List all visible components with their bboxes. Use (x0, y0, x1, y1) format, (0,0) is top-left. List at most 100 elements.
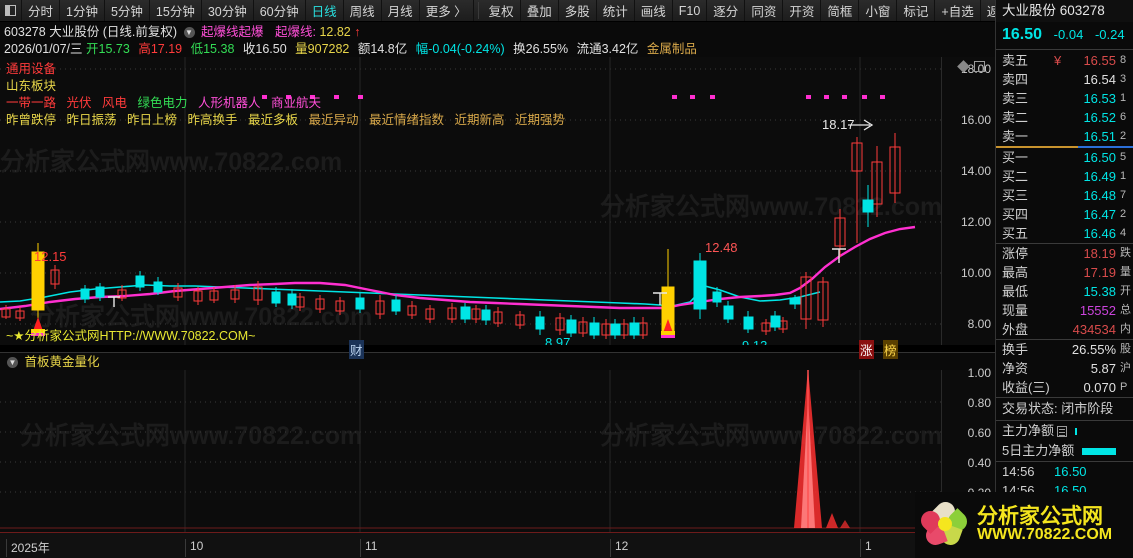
sidebar-last-price: 16.50 (1002, 26, 1043, 43)
ask-price-4: 16.54 (1083, 72, 1116, 87)
quote-sidebar[interactable]: 大业股份 603278 16.50 -0.04 -0.24 卖五 ¥ 16.55… (995, 0, 1133, 558)
industry-label[interactable]: 金属制品 (646, 42, 697, 56)
ask-price-5: 16.55 (1083, 53, 1116, 68)
tag-zuorishangbang[interactable]: 昨日上榜 (127, 113, 178, 127)
chevron-down-icon[interactable]: ▼ (183, 27, 195, 39)
chart-gridlines (0, 68, 941, 325)
ask-row-5[interactable]: 卖五 ¥ 16.55 8 (996, 51, 1133, 70)
tag-lvsedianli[interactable]: 绿色电力 (137, 96, 188, 110)
stat-value-eps: 0.070 (1083, 380, 1116, 395)
tag-line-2: 山东板块 (6, 78, 572, 95)
menu-xiaochuang[interactable]: 小窗 (859, 0, 898, 21)
tag-fengdian[interactable]: 风电 (102, 96, 128, 110)
corner-label-zhang[interactable]: 涨 (859, 340, 874, 359)
period-1min[interactable]: 1分钟 (60, 0, 105, 21)
main-chart-panel[interactable]: 分析家公式网www.70822.com 分析家公式网www.70822.com … (0, 57, 995, 345)
indicator-name[interactable]: 起爆线起爆 (200, 25, 264, 39)
period-weekly[interactable]: 周线 (344, 0, 382, 21)
list-icon[interactable] (1057, 425, 1068, 437)
sidebar-stock-code: 603278 (1059, 3, 1105, 18)
ytick-12: 12.00 (960, 215, 991, 229)
period-5min[interactable]: 5分钟 (105, 0, 150, 21)
tag-tongyongshebei[interactable]: 通用设备 (6, 62, 57, 76)
bid-vol-3: 7 (1120, 189, 1127, 201)
diamond-icon[interactable] (957, 60, 970, 73)
sub-chevron-down-icon[interactable]: ▼ (7, 357, 18, 369)
tag-zuijinduoban[interactable]: 最近多板 (248, 113, 299, 127)
price-axis: 18.00 16.00 14.00 12.00 10.00 8.00 (941, 57, 995, 345)
bid-price-2: 16.49 (1083, 169, 1116, 184)
bid-label-1: 买一 (1002, 150, 1029, 165)
period-monthly[interactable]: 月线 (382, 0, 420, 21)
fund-bar-main-net (1075, 427, 1078, 435)
fund-row-5day-net[interactable]: 5日主力净额 (996, 441, 1133, 461)
ask-row-2[interactable]: 卖二 16.52 6 (996, 108, 1133, 127)
bid-row-5[interactable]: 买五 16.46 4 (996, 224, 1133, 243)
change-label: 幅 (415, 42, 429, 56)
bid-row-3[interactable]: 买三 16.48 7 (996, 186, 1133, 205)
sub-indicator-title: 首板黄金量化 (24, 355, 100, 369)
period-daily[interactable]: 日线 (306, 0, 344, 21)
tag-shangyehangtian[interactable]: 商业航天 (271, 96, 322, 110)
tag-jinqixingao[interactable]: 近期新高 (454, 113, 505, 127)
indicator-arrow: ↑ (354, 25, 361, 39)
period-more[interactable]: 更多 〉 (420, 0, 474, 21)
indicator-bump-2 (840, 520, 850, 528)
menu-tongji[interactable]: 统计 (597, 0, 635, 21)
bid-row-1[interactable]: 买一 16.50 5 (996, 148, 1133, 167)
menu-tongzi[interactable]: 同资 (745, 0, 784, 21)
tag-zuorizhendang[interactable]: 昨日振荡 (66, 113, 117, 127)
menu-huaxian[interactable]: 画线 (635, 0, 673, 21)
bid-vol-4: 2 (1120, 208, 1127, 220)
panel-toggle-icon[interactable] (0, 0, 22, 21)
menu-add-favorite[interactable]: +自选 (935, 0, 981, 21)
indicator-value: 12.82 (319, 25, 351, 39)
buy-arrow-markers (31, 317, 675, 338)
menu-f10[interactable]: F10 (673, 0, 708, 21)
period-30min[interactable]: 30分钟 (202, 0, 254, 21)
tag-zuocengdieting[interactable]: 昨曾跌停 (6, 113, 57, 127)
tag-renxingjiqiren[interactable]: 人形机器人 (198, 96, 261, 110)
stock-name: 大业股份 (49, 25, 100, 39)
stat-row-limit-up: 涨停 18.19 跌 (996, 244, 1133, 263)
menu-fuquan[interactable]: 复权 (483, 0, 521, 21)
menu-zhufen[interactable]: 逐分 (707, 0, 746, 21)
volume-indicator-panel[interactable]: 分析家公式网www.70822.com 分析家公式网www.70822.com (0, 370, 995, 532)
stat-label-outer: 外盘 (1002, 322, 1029, 337)
candlestick-chart[interactable] (0, 57, 995, 345)
period-15min[interactable]: 15分钟 (150, 0, 202, 21)
menu-jiankuang[interactable]: 简框 (821, 0, 860, 21)
sub-indicator-header[interactable]: ▼ 首板黄金量化 (0, 352, 995, 370)
sidebar-divider-5 (996, 420, 1133, 421)
tag-yidaiyilu[interactable]: 一带一路 (6, 96, 57, 110)
stock-code: 603278 (4, 25, 46, 39)
period-60min[interactable]: 60分钟 (254, 0, 306, 21)
fund-row-main-net[interactable]: 主力净额 (996, 421, 1133, 441)
period-fenshi[interactable]: 分时 (22, 0, 61, 21)
corner-label-cai[interactable]: 财 (349, 340, 364, 359)
ask-vol-5: 8 (1120, 54, 1127, 66)
bid-label-2: 买二 (1002, 169, 1029, 184)
bid-row-2[interactable]: 买二 16.49 1 (996, 167, 1133, 186)
tag-guangfu[interactable]: 光伏 (66, 96, 92, 110)
menu-duogu[interactable]: 多股 (559, 0, 597, 21)
window-icon[interactable] (974, 61, 985, 72)
float-value: 3.42亿 (601, 42, 639, 56)
menu-diejia[interactable]: 叠加 (521, 0, 559, 21)
site-watermark-text: ~★分析家公式网HTTP://WWW.70822.COM~ (6, 329, 256, 343)
ask-row-4[interactable]: 卖四 16.54 3 (996, 70, 1133, 89)
tag-jinqiqiangshi[interactable]: 近期强势 (515, 113, 566, 127)
tag-qingxuzhishu[interactable]: 最近情绪指数 (369, 113, 445, 127)
breakout-arrow (848, 119, 874, 131)
tag-zuogaohuanshou[interactable]: 昨高换手 (187, 113, 238, 127)
tag-shandong[interactable]: 山东板块 (6, 79, 57, 93)
tag-zuijinyidong[interactable]: 最近异动 (308, 113, 359, 127)
menu-biaoji[interactable]: 标记 (897, 0, 936, 21)
sidebar-divider-3 (996, 339, 1133, 340)
ask-row-1[interactable]: 卖一 16.51 2 (996, 127, 1133, 146)
ask-row-3[interactable]: 卖三 16.53 1 (996, 89, 1133, 108)
corner-label-bang[interactable]: 榜 (883, 340, 898, 359)
sidebar-change: -0.04 (1053, 27, 1084, 42)
menu-kaizi[interactable]: 开资 (783, 0, 822, 21)
bid-row-4[interactable]: 买四 16.47 2 (996, 205, 1133, 224)
